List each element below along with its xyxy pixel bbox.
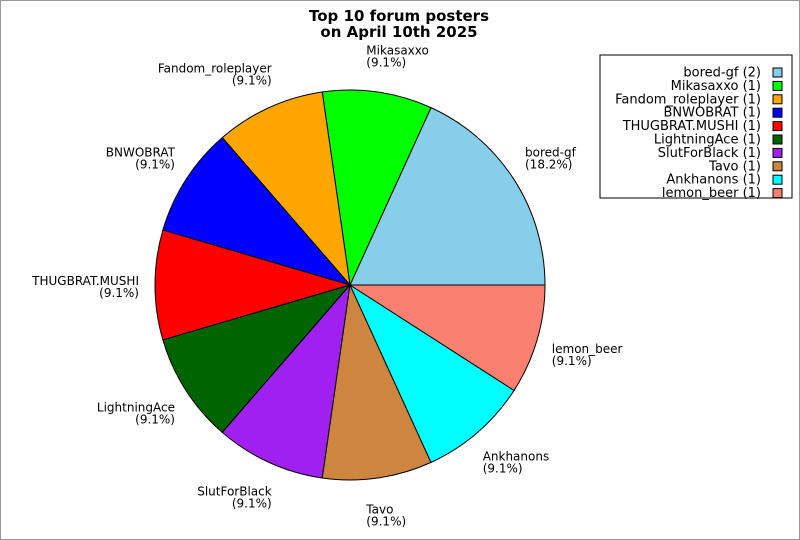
pie-slices: [154, 89, 546, 481]
legend-swatch-bored-gf: [772, 67, 783, 78]
legend-entry-mikasaxxo: Mikasaxxo (1): [671, 79, 761, 94]
legend-swatch-lightningace: [772, 134, 783, 145]
pie-slice-bnwobrat: [162, 136, 352, 286]
slice-percent-lemon-beer: (9.1%): [552, 354, 592, 368]
slice-labels: bored-gf(18.2%)Mikasaxxo(9.1%)Fandom_rol…: [31, 43, 622, 528]
slice-label-thugbrat-mushi: THUGBRAT.MUSHI: [31, 274, 139, 288]
slice-label-tavo: Tavo: [365, 503, 393, 517]
slice-label-mikasaxxo: Mikasaxxo: [366, 43, 429, 57]
slice-label-ankhanons: Ankhanons: [483, 450, 550, 464]
pie-slice-bored-gf: [349, 106, 546, 286]
legend-entry-lemon-beer: lemon_beer (1): [662, 186, 761, 201]
pie-slice-tavo: [321, 283, 432, 481]
legend-entry-slutforblack: SlutForBlack (1): [658, 146, 761, 161]
slice-label-lemon-beer: lemon_beer: [552, 342, 623, 356]
legend-swatch-slutforblack: [772, 147, 783, 158]
legend-entry-tavo: Tavo (1): [708, 159, 761, 174]
legend: bored-gf (2)Mikasaxxo (1)Fandom_roleplay…: [599, 54, 793, 201]
slice-label-bnwobrat: BNWOBRAT: [106, 145, 176, 159]
legend-swatch-lemon-beer: [772, 188, 783, 199]
slice-percent-lightningace: (9.1%): [135, 413, 175, 427]
slice-percent-bored-gf: (18.2%): [525, 157, 572, 171]
legend-box: [599, 54, 793, 199]
chart-title-line-2: on April 10th 2025: [320, 23, 477, 41]
pie-slice-lemon-beer: [348, 284, 546, 392]
slice-label-bored-gf: bored-gf: [525, 145, 577, 159]
pie-slice-slutforblack: [221, 283, 351, 479]
chart-title-line-1: Top 10 forum posters: [309, 7, 489, 25]
pie-slice-mikasaxxo: [321, 89, 432, 287]
pie-slice-fandom-roleplayer: [221, 91, 351, 287]
slice-percent-bnwobrat: (9.1%): [135, 157, 175, 171]
legend-swatch-bnwobrat: [772, 107, 783, 118]
legend-entry-bored-gf: bored-gf (2): [683, 66, 761, 81]
legend-entry-lightningace: LightningAce (1): [654, 133, 761, 148]
legend-entry-bnwobrat: BNWOBRAT (1): [663, 106, 761, 121]
slice-percent-tavo: (9.1%): [366, 515, 406, 529]
legend-entry-thugbrat-mushi: THUGBRAT.MUSHI (1): [622, 119, 761, 134]
legend-swatch-tavo: [772, 161, 783, 172]
legend-entry-fandom-roleplayer: Fandom_roleplayer (1): [615, 92, 761, 107]
slice-label-lightningace: LightningAce: [97, 401, 175, 415]
slice-percent-slutforblack: (9.1%): [232, 497, 272, 511]
pie-slice-ankhanons: [348, 283, 515, 464]
slice-percent-fandom-roleplayer: (9.1%): [232, 74, 272, 88]
legend-swatch-thugbrat-mushi: [772, 121, 783, 132]
legend-entry-ankhanons: Ankhanons (1): [666, 173, 761, 188]
slice-percent-thugbrat-mushi: (9.1%): [99, 286, 139, 300]
legend-swatch-ankhanons: [772, 174, 783, 185]
slice-percent-ankhanons: (9.1%): [483, 462, 523, 476]
pie-slice-lightningace: [162, 284, 352, 434]
pie-slice-thugbrat-mushi: [154, 229, 352, 341]
legend-swatch-fandom-roleplayer: [772, 94, 783, 105]
legend-swatch-mikasaxxo: [772, 80, 783, 91]
slice-label-slutforblack: SlutForBlack: [197, 485, 272, 499]
slice-label-fandom-roleplayer: Fandom_roleplayer: [158, 62, 272, 76]
slice-percent-mikasaxxo: (9.1%): [366, 55, 406, 69]
